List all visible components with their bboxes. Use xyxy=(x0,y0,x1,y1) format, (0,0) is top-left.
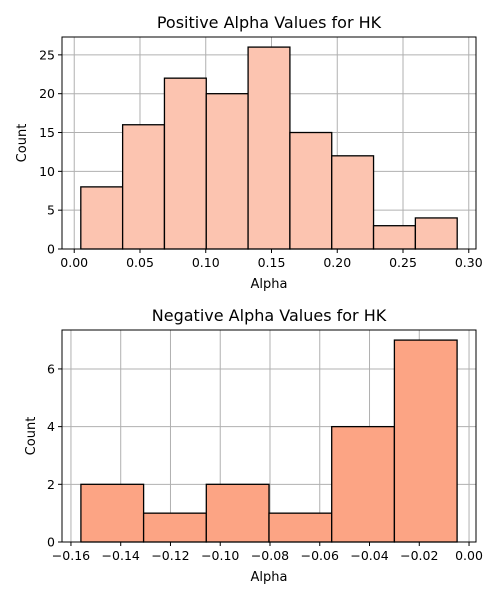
x-tick-label: 0.05 xyxy=(126,255,154,270)
histogram-bar xyxy=(205,93,249,250)
y-tick-label: 10 xyxy=(39,164,55,179)
chart-title: Negative Alpha Values for HK xyxy=(152,306,387,325)
histogram-bar xyxy=(414,217,458,250)
y-tick-label: 0 xyxy=(47,242,55,257)
y-tick-label: 0 xyxy=(47,535,55,550)
x-axis-label: Alpha xyxy=(251,277,288,292)
y-tick-label: 4 xyxy=(47,419,55,434)
x-tick-label: −0.08 xyxy=(251,548,289,563)
histogram-bar xyxy=(205,483,270,543)
y-tick-label: 25 xyxy=(39,47,55,62)
y-tick-label: 2 xyxy=(47,477,55,492)
x-tick-label: 0.00 xyxy=(60,255,88,270)
x-axis-label: Alpha xyxy=(251,570,288,585)
x-tick-label: 0.00 xyxy=(455,548,483,563)
chart-title: Positive Alpha Values for HK xyxy=(157,13,382,32)
negative-alpha-histogram: −0.16 −0.14 −0.12 −0.10 −0.08 −0.06 −0.04 −0.02… xyxy=(24,306,483,585)
x-tick-label: 0.10 xyxy=(192,255,220,270)
histogram-bar xyxy=(80,483,145,543)
histogram-bar xyxy=(393,339,458,543)
x-tick-label: −0.12 xyxy=(151,548,189,563)
y-tick-label: 15 xyxy=(39,125,55,140)
x-tick-label: −0.16 xyxy=(52,548,90,563)
histogram-bar xyxy=(372,225,417,250)
y-tick-label: 5 xyxy=(47,203,55,218)
x-tick-label: 0.25 xyxy=(389,255,417,270)
histogram-bar xyxy=(142,512,207,543)
plot-frame xyxy=(61,329,477,543)
x-tick-label: −0.02 xyxy=(400,548,438,563)
y-axis-label: Count xyxy=(15,124,30,163)
plot-frame xyxy=(61,36,477,250)
x-tick-label: −0.04 xyxy=(350,548,388,563)
histogram-bar xyxy=(80,186,124,250)
histogram-bar xyxy=(289,131,333,250)
histogram-bar xyxy=(247,46,291,250)
x-tick-label: −0.06 xyxy=(301,548,339,563)
x-tick-label: 0.20 xyxy=(323,255,351,270)
x-tick-label: −0.10 xyxy=(201,548,239,563)
x-tick-label: 0.15 xyxy=(258,255,286,270)
positive-alpha-histogram: 0.00 0.05 0.10 0.15 0.20 0.25 0.30 0 5 10 15 20 25 Po… xyxy=(15,13,483,292)
histogram-bar xyxy=(163,77,207,250)
histogram-bar xyxy=(331,155,375,250)
y-tick-label: 20 xyxy=(39,86,55,101)
x-tick-label: −0.14 xyxy=(102,548,140,563)
histogram-bar xyxy=(268,512,333,543)
y-axis-label: Count xyxy=(24,417,39,456)
x-tick-label: 0.30 xyxy=(455,255,483,270)
histogram-bar xyxy=(331,425,396,543)
y-tick-label: 6 xyxy=(47,361,55,376)
histogram-bar xyxy=(121,124,166,250)
